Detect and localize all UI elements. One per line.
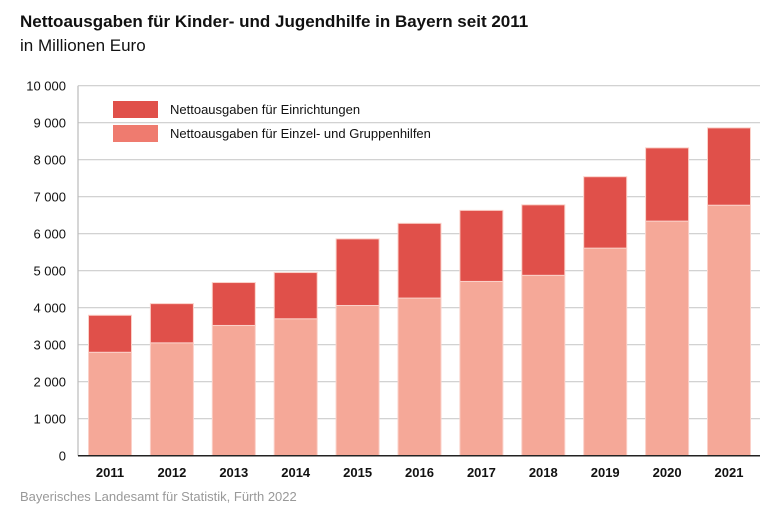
legend-label: Nettoausgaben für Einrichtungen [170,102,360,117]
chart-subtitle: in Millionen Euro [20,36,146,55]
y-tick-label: 8 000 [33,153,66,168]
bar-segment [459,209,504,282]
y-tick-label: 6 000 [33,227,66,242]
y-tick-label: 9 000 [33,116,66,131]
bar-segment [397,297,442,457]
x-tick-label: 2011 [96,465,124,480]
x-tick-label: 2017 [467,465,496,480]
bar-segment [459,280,504,457]
bar-segment [335,238,380,306]
bar-segment [88,314,132,353]
x-tick-label: 2021 [715,465,744,480]
bar-segment [645,147,690,222]
y-tick-label: 5 000 [33,264,66,279]
x-tick-label: 2016 [405,465,434,480]
x-tick-label: 2020 [653,465,682,480]
bar-segment [707,204,751,457]
bar-segment [521,204,566,276]
legend-swatch [113,101,158,118]
y-tick-label: 1 000 [33,412,66,427]
bar-segment [583,247,628,457]
bar-segment [583,176,628,249]
y-tick-label: 4 000 [33,301,66,316]
legend-label: Nettoausgaben für Einzel- und Gruppenhil… [170,126,431,141]
x-tick-label: 2015 [343,465,372,480]
x-tick-label: 2012 [157,465,186,480]
bar-segment [645,220,690,457]
x-tick-label: 2014 [281,465,311,480]
x-tick-label: 2018 [529,465,558,480]
bar-segment [521,274,566,457]
bar-segment [273,318,318,457]
bar-segment [397,222,442,299]
bar-segment [273,272,318,320]
y-tick-label: 3 000 [33,338,66,353]
chart-title: Nettoausgaben für Kinder- und Jugendhilf… [20,12,529,31]
x-tick-label: 2019 [591,465,620,480]
bar-segment [211,282,256,326]
y-tick-label: 7 000 [33,190,66,205]
bar-segment [149,342,194,457]
x-tick-label: 2013 [219,465,248,480]
y-tick-label: 2 000 [33,375,66,390]
bar-segment [88,351,132,457]
legend-swatch [113,125,158,142]
bar-segment [211,324,256,457]
bar-segment [707,127,751,206]
y-tick-label: 10 000 [26,79,66,94]
source-note: Bayerisches Landesamt für Statistik, Für… [20,489,297,504]
bar-segment [149,303,194,344]
y-tick-label: 0 [59,449,66,464]
bar-segment [335,304,380,457]
